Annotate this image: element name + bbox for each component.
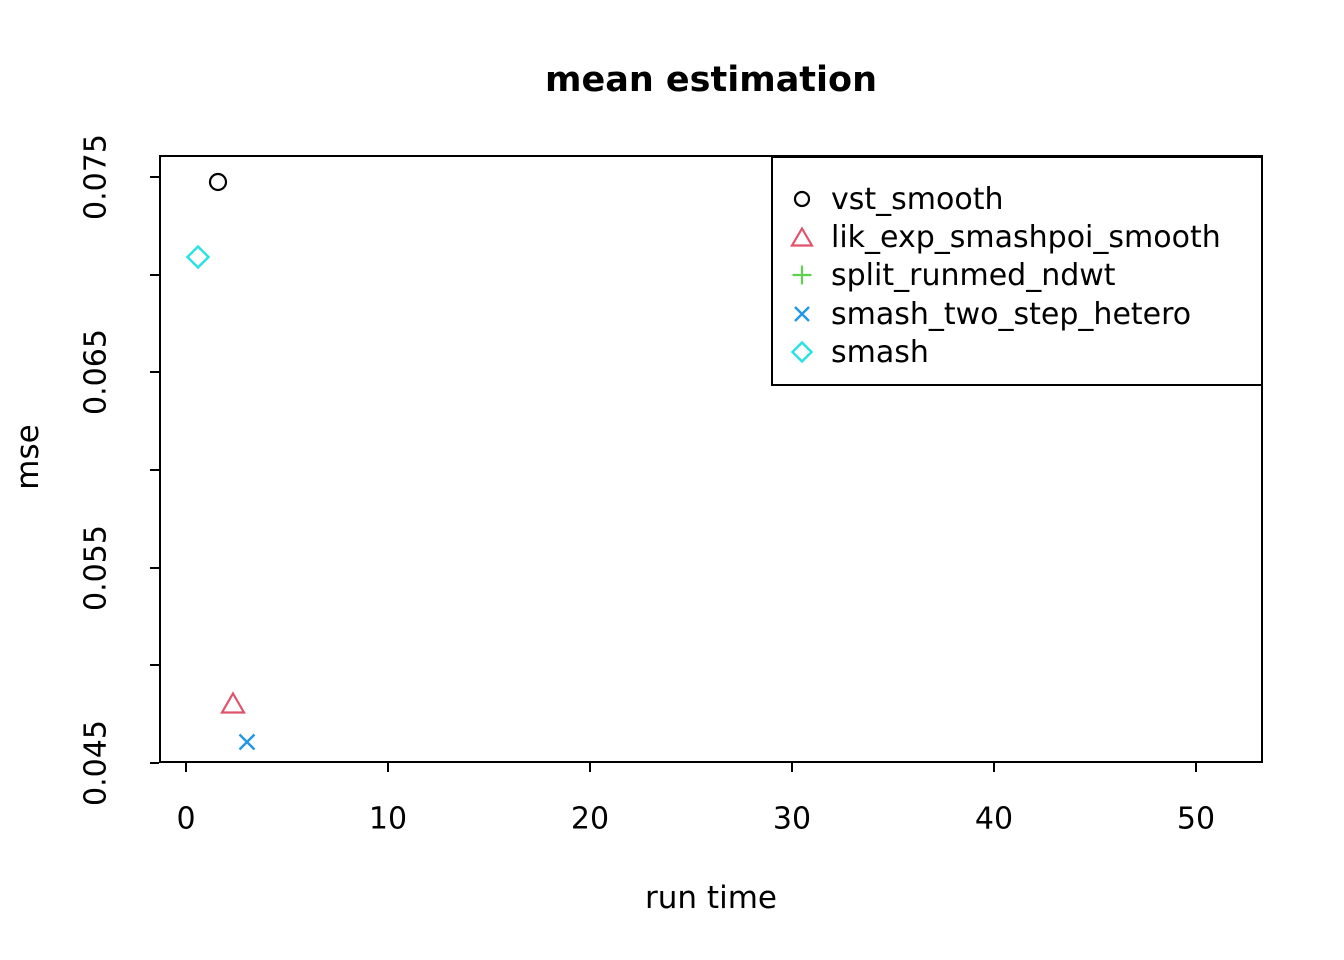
legend-x-icon: [787, 299, 817, 329]
x-tick-label: 40: [974, 801, 1014, 837]
legend-item-vst-smooth: vst_smooth: [787, 180, 1004, 218]
legend-item-lik-exp-smashpoi-smooth: lik_exp_smashpoi_smooth: [787, 218, 1221, 256]
data-point-vst-smooth: [208, 172, 228, 192]
y-tick-0075: [150, 176, 159, 178]
y-tick-label: 0.065: [78, 329, 114, 415]
y-tick-0060: [150, 469, 159, 471]
y-tick-label: 0.045: [78, 720, 114, 806]
y-tick-0065: [150, 371, 159, 373]
y-tick-0045: [150, 762, 159, 764]
legend-plus-icon: [787, 260, 817, 290]
y-tick-0050: [150, 664, 159, 666]
x-tick-10: [387, 763, 389, 772]
data-point-lik-exp-smashpoi-smooth: [220, 691, 246, 714]
legend-open-diamond-icon: [787, 337, 817, 367]
legend-label: lik_exp_smashpoi_smooth: [831, 219, 1221, 255]
x-tick-label: 0: [176, 801, 196, 837]
x-tick-30: [791, 763, 793, 772]
x-tick-20: [589, 763, 591, 772]
legend-label: smash_two_step_hetero: [831, 296, 1192, 332]
legend-box: vst_smooth lik_exp_smashpoi_smooth split…: [771, 156, 1263, 386]
chart-title: mean estimation: [544, 60, 878, 100]
x-tick-label: 20: [570, 801, 610, 837]
y-tick-0070: [150, 274, 159, 276]
x-tick-label: 50: [1176, 801, 1216, 837]
legend-label: split_runmed_ndwt: [831, 257, 1116, 293]
legend-label: smash: [831, 334, 929, 370]
x-axis-title: run time: [645, 880, 777, 916]
legend-item-smash: smash: [787, 333, 929, 371]
x-tick-label: 30: [772, 801, 812, 837]
data-point-smash-two-step-hetero: [238, 733, 256, 751]
x-tick-0: [185, 763, 187, 772]
x-tick-label: 10: [368, 801, 408, 837]
data-point-smash: [186, 245, 210, 269]
legend-item-split-runmed-ndwt: split_runmed_ndwt: [787, 256, 1116, 294]
x-tick-50: [1195, 763, 1197, 772]
legend-item-smash-two-step-hetero: smash_two_step_hetero: [787, 295, 1191, 333]
y-tick-0055: [150, 567, 159, 569]
legend-open-circle-icon: [787, 184, 817, 214]
y-tick-label: 0.055: [78, 525, 114, 611]
y-tick-label: 0.075: [78, 134, 114, 220]
y-axis-title: mse: [10, 424, 46, 490]
legend-open-triangle-icon: [787, 222, 817, 252]
legend-label: vst_smooth: [831, 181, 1004, 217]
x-tick-40: [993, 763, 995, 772]
